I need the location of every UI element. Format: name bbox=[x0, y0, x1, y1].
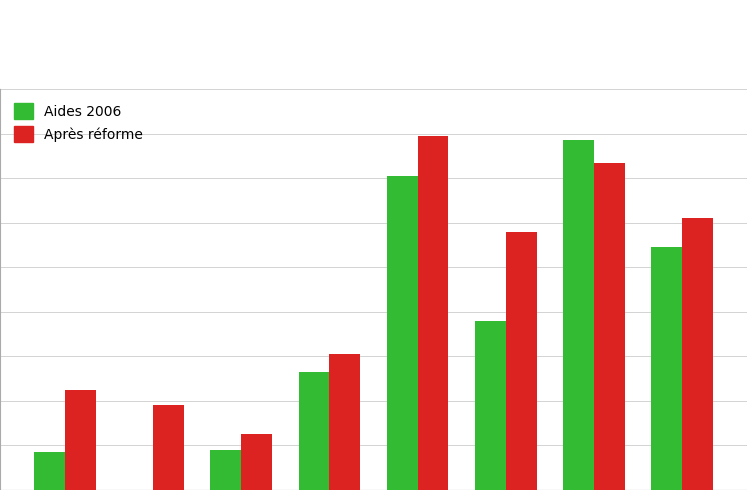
Bar bbox=[651, 247, 682, 490]
Bar bbox=[211, 450, 241, 490]
Bar bbox=[418, 136, 448, 490]
Text: Bilan de santé : évolution du montant des aides/UTA totales: Bilan de santé : évolution du montant de… bbox=[70, 16, 677, 34]
Bar bbox=[563, 140, 594, 490]
Bar bbox=[241, 434, 272, 490]
Bar bbox=[34, 452, 65, 490]
Bar bbox=[65, 390, 96, 490]
Legend: Aides 2006, Après réforme: Aides 2006, Après réforme bbox=[7, 96, 150, 149]
Bar bbox=[387, 176, 418, 490]
Bar bbox=[329, 354, 360, 490]
Bar bbox=[153, 405, 184, 490]
Text: pour les systèmes caprins: pour les systèmes caprins bbox=[241, 60, 506, 78]
Bar bbox=[475, 321, 506, 490]
Bar bbox=[299, 372, 329, 490]
Bar bbox=[506, 232, 536, 490]
Bar bbox=[594, 163, 624, 490]
Bar bbox=[682, 218, 713, 490]
